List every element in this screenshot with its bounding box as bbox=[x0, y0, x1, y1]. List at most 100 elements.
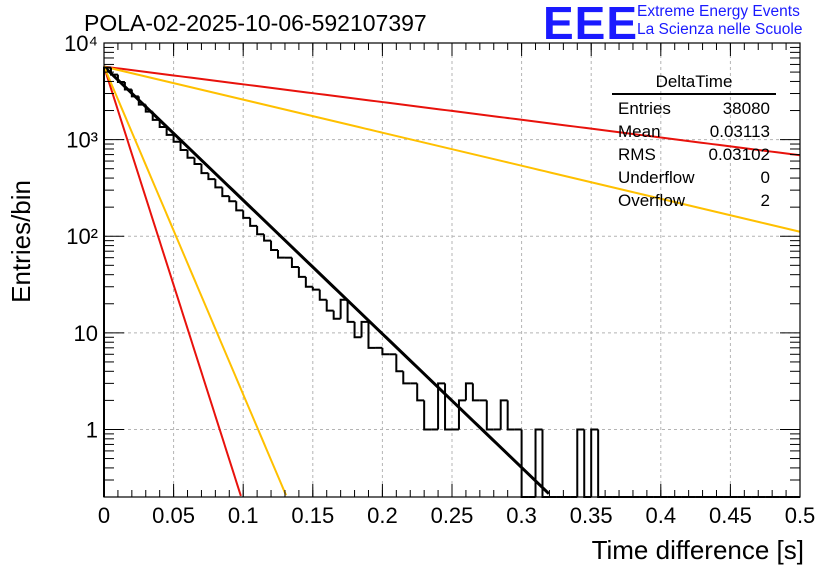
plot-title: POLA-02-2025-10-06-592107397 bbox=[84, 10, 427, 36]
stats-row: Underflow 0 bbox=[612, 166, 776, 189]
histogram-bin bbox=[200, 163, 209, 175]
x-tick-label: 0.45 bbox=[709, 503, 752, 528]
histogram-bin bbox=[235, 201, 244, 212]
histogram-bin bbox=[499, 399, 508, 430]
histogram-bin bbox=[395, 354, 404, 373]
histogram-bin bbox=[193, 157, 202, 165]
x-tick-label: 0.1 bbox=[228, 503, 259, 528]
stats-label: Mean bbox=[618, 122, 661, 141]
histogram-bin bbox=[207, 173, 216, 181]
x-tick-label: 0.2 bbox=[367, 503, 398, 528]
histogram-bin bbox=[318, 289, 327, 301]
histogram-bin bbox=[471, 383, 480, 402]
stats-label: Overflow bbox=[618, 191, 686, 210]
y-tick-label: 10⁴ bbox=[64, 31, 98, 56]
histogram-bin bbox=[179, 141, 188, 152]
stats-box: DeltaTime Entries 38080 Mean 0.03113 RMS… bbox=[612, 71, 776, 212]
histogram-bin bbox=[123, 81, 132, 91]
histogram-bin bbox=[130, 89, 139, 98]
histogram-bin bbox=[360, 320, 369, 338]
histogram-bin bbox=[423, 400, 432, 431]
logo-caption-line2: La Scienza nelle Scuole bbox=[637, 21, 803, 38]
histogram-bin bbox=[325, 299, 334, 312]
logo-caption-line1: Extreme Energy Events bbox=[637, 3, 800, 20]
stats-row: Overflow 2 bbox=[612, 189, 776, 212]
histogram-bin bbox=[304, 276, 313, 288]
x-tick-label: 0 bbox=[98, 503, 110, 528]
histogram-bin bbox=[464, 382, 473, 401]
y-tick-label: 1 bbox=[86, 417, 98, 442]
histogram-bin bbox=[576, 428, 585, 497]
histogram-bin bbox=[597, 429, 606, 498]
histogram-bin bbox=[214, 179, 223, 189]
x-tick-label: 0.05 bbox=[152, 503, 195, 528]
fit-curve-red-shallow bbox=[103, 65, 801, 157]
stats-value: 38080 bbox=[722, 99, 770, 118]
histogram-bin bbox=[485, 400, 494, 431]
histogram-bin bbox=[367, 321, 376, 349]
x-tick-label: 0.25 bbox=[431, 503, 474, 528]
histogram-bin bbox=[353, 321, 362, 339]
histogram-bin bbox=[165, 127, 174, 136]
fit-curve-orange-steep bbox=[103, 66, 287, 496]
histogram-bin bbox=[256, 225, 265, 236]
histogram-bin bbox=[346, 299, 355, 323]
histogram-bin bbox=[534, 428, 543, 497]
histogram-bin bbox=[144, 104, 153, 113]
histogram-bin bbox=[158, 119, 167, 129]
histogram-bin bbox=[332, 310, 341, 320]
histogram-bin bbox=[416, 383, 425, 402]
stats-row: Mean 0.03113 bbox=[612, 120, 776, 143]
histogram-bin bbox=[263, 234, 272, 242]
stats-label: RMS bbox=[618, 145, 656, 164]
histogram-bin bbox=[297, 267, 306, 278]
fit-curve-red-steep bbox=[103, 66, 242, 497]
histogram-bin bbox=[290, 257, 299, 269]
x-axis-title: Time difference [s] bbox=[592, 535, 804, 565]
y-tick-label: 10 bbox=[74, 321, 98, 346]
histogram-bin bbox=[437, 382, 446, 430]
logo-caption: Extreme Energy Events La Scienza nelle S… bbox=[637, 3, 802, 39]
histogram-bin bbox=[402, 371, 411, 385]
stats-label: Underflow bbox=[618, 168, 695, 187]
histogram-bin bbox=[520, 429, 529, 498]
y-tick-label: 10² bbox=[66, 224, 98, 249]
histogram-bin bbox=[186, 150, 195, 159]
histogram-bin bbox=[457, 399, 466, 430]
histogram-bin bbox=[277, 250, 285, 259]
x-tick-label: 0.35 bbox=[570, 503, 613, 528]
histogram-bin bbox=[116, 74, 125, 83]
histogram-bin bbox=[103, 66, 111, 497]
stats-title: DeltaTime bbox=[612, 71, 776, 95]
axis-ticks bbox=[103, 42, 801, 497]
histogram-bin bbox=[339, 298, 348, 319]
histogram-bin bbox=[109, 67, 118, 76]
histogram-bin bbox=[137, 96, 146, 106]
histogram-bin bbox=[242, 210, 251, 219]
histogram-bin bbox=[590, 428, 599, 497]
histogram-bin bbox=[506, 400, 515, 431]
histogram-bin bbox=[311, 286, 320, 291]
fit-curves bbox=[102, 65, 801, 497]
stats-value: 2 bbox=[760, 191, 770, 210]
x-tick-label: 0.4 bbox=[646, 503, 677, 528]
stats-value: 0 bbox=[760, 168, 770, 187]
histogram-bin bbox=[249, 217, 258, 227]
histogram-bin bbox=[381, 347, 390, 356]
fit-curve-orange-shallow bbox=[103, 65, 801, 233]
histogram-bin bbox=[228, 196, 237, 203]
axis-tick-labels: 0 0.05 0.1 0.15 0.2 0.25 0.3 0.35 0.4 0.45 0.5 1 10 1… bbox=[64, 31, 815, 528]
fit-curve-fit bbox=[102, 65, 550, 495]
y-axis-title: Entries/bin bbox=[6, 180, 36, 303]
x-tick-label: 0.3 bbox=[506, 503, 537, 528]
stats-row: RMS 0.03102 bbox=[612, 143, 776, 166]
stats-value: 0.03113 bbox=[709, 122, 770, 141]
histogram-bin bbox=[172, 134, 181, 143]
histogram-bin bbox=[444, 383, 452, 431]
x-tick-label: 0.15 bbox=[291, 503, 334, 528]
stats-row: Entries 38080 bbox=[612, 97, 776, 120]
stats-value: 0.03102 bbox=[708, 145, 770, 164]
histogram-bin bbox=[583, 429, 592, 498]
histogram-bin bbox=[151, 111, 160, 121]
